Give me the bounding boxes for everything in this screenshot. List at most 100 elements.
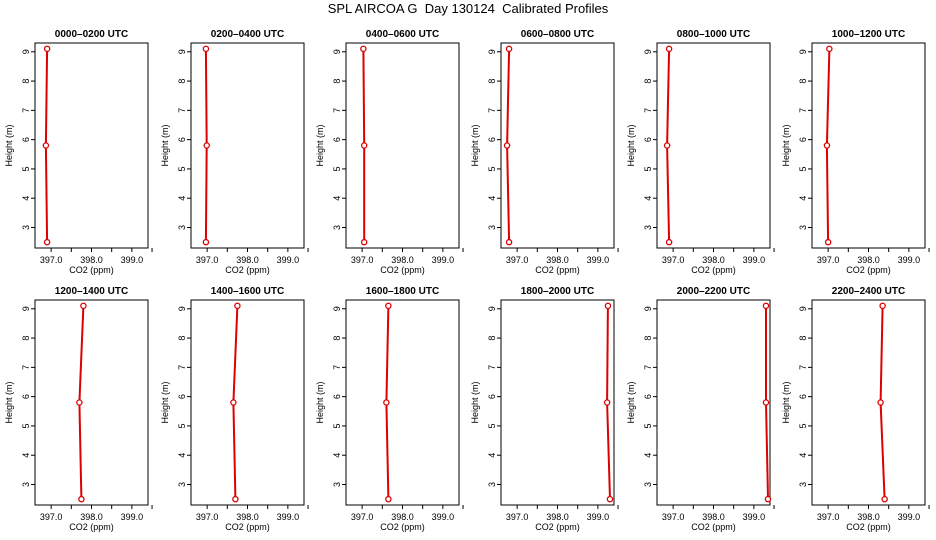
data-point xyxy=(202,238,210,246)
data-point xyxy=(43,238,51,246)
x-tick-label: 399.0 xyxy=(121,512,144,522)
data-point xyxy=(603,399,611,406)
y-tick-label: 6 xyxy=(487,394,497,399)
x-tick-label: 399.0 xyxy=(121,255,144,265)
panel-title: 2200–2400 UTC xyxy=(832,286,905,297)
y-tick-label: 8 xyxy=(643,336,653,341)
data-point xyxy=(665,45,673,53)
y-tick-label: 5 xyxy=(21,166,31,171)
data-point xyxy=(42,142,50,149)
x-tick-label: 397.0 xyxy=(662,512,685,522)
y-axis-label: Height (m) xyxy=(160,381,170,423)
data-point xyxy=(203,142,210,149)
y-tick-label: 9 xyxy=(487,306,497,311)
x-tick-label: 397.0 xyxy=(351,512,374,522)
data-point xyxy=(385,302,392,310)
x-tick-label: 397.0 xyxy=(662,255,685,265)
data-point xyxy=(505,45,513,53)
panel-title: 0400–0600 UTC xyxy=(366,29,439,40)
x-tick-label: 397.0 xyxy=(40,512,63,522)
x-tick-label: 397.0 xyxy=(196,512,219,522)
y-axis-label: Height (m) xyxy=(470,124,480,166)
y-tick-label: 9 xyxy=(177,306,187,311)
y-tick-label: 4 xyxy=(21,196,31,201)
y-tick-label: 7 xyxy=(643,108,653,113)
x-axis-label: CO2 (ppm) xyxy=(225,522,270,532)
data-point xyxy=(80,302,87,310)
y-tick-label: 4 xyxy=(643,196,653,201)
data-point xyxy=(881,495,888,503)
x-tick-label: 399.0 xyxy=(743,512,766,522)
y-axis-label: Height (m) xyxy=(315,124,325,166)
y-tick-label: 8 xyxy=(21,336,31,341)
panel-title: 2000–2200 UTC xyxy=(677,286,750,297)
x-tick-label: 398.0 xyxy=(391,512,414,522)
x-tick-label: 399.0 xyxy=(432,512,455,522)
y-tick-label: 3 xyxy=(332,482,342,487)
y-tick-label: 5 xyxy=(798,423,808,428)
y-axis-label: Height (m) xyxy=(4,381,14,423)
y-tick-label: 8 xyxy=(332,79,342,84)
y-tick-label: 4 xyxy=(177,453,187,458)
x-axis-label: CO2 (ppm) xyxy=(691,522,736,532)
y-tick-label: 5 xyxy=(177,423,187,428)
x-tick-label: 399.0 xyxy=(587,512,610,522)
y-axis-label: Height (m) xyxy=(626,124,636,166)
panel-title: 0000–0200 UTC xyxy=(55,29,128,40)
y-tick-label: 7 xyxy=(332,108,342,113)
profile-panel: 1000–1200 UTC 397.0 398.0 399.0 3 4 5 6 7 8 9 CO2 (… xyxy=(781,29,930,275)
y-tick-label: 7 xyxy=(177,365,187,370)
y-tick-label: 4 xyxy=(487,453,497,458)
plot-frame xyxy=(345,299,460,506)
y-tick-label: 6 xyxy=(643,137,653,142)
y-axis-label: Height (m) xyxy=(781,381,791,423)
y-tick-label: 6 xyxy=(643,394,653,399)
plot-frame xyxy=(656,299,771,506)
data-point xyxy=(76,399,83,406)
y-tick-label: 3 xyxy=(177,225,187,230)
x-tick-label: 399.0 xyxy=(277,255,300,265)
x-tick-label: 397.0 xyxy=(196,255,219,265)
y-tick-label: 5 xyxy=(643,423,653,428)
plot-frame xyxy=(190,299,305,506)
y-tick-label: 9 xyxy=(21,49,31,54)
y-tick-label: 3 xyxy=(21,482,31,487)
x-tick-label: 397.0 xyxy=(506,512,529,522)
data-point xyxy=(230,399,237,406)
y-tick-label: 4 xyxy=(21,453,31,458)
y-axis-label: Height (m) xyxy=(781,124,791,166)
profile-panel: 1200–1400 UTC 397.0 398.0 399.0 3 4 5 6 7 8 9 CO2 (… xyxy=(4,286,153,532)
plot-frame xyxy=(811,299,926,506)
data-point xyxy=(78,495,85,503)
x-axis-label: CO2 (ppm) xyxy=(380,522,425,532)
y-tick-label: 5 xyxy=(332,423,342,428)
data-point xyxy=(606,495,614,503)
profile-panel: 2000–2200 UTC 397.0 398.0 399.0 3 4 5 6 7 8 9 CO2 (… xyxy=(626,286,775,532)
y-tick-label: 5 xyxy=(487,423,497,428)
y-tick-label: 7 xyxy=(487,108,497,113)
x-tick-label: 399.0 xyxy=(432,255,455,265)
y-tick-label: 8 xyxy=(643,79,653,84)
y-axis-label: Height (m) xyxy=(160,124,170,166)
y-tick-label: 3 xyxy=(21,225,31,230)
data-point xyxy=(232,495,239,503)
data-point xyxy=(43,45,51,53)
x-axis-label: CO2 (ppm) xyxy=(69,522,114,532)
x-tick-label: 399.0 xyxy=(898,512,921,522)
panel-title: 1600–1800 UTC xyxy=(366,286,439,297)
y-tick-label: 3 xyxy=(643,225,653,230)
y-tick-label: 7 xyxy=(177,108,187,113)
y-tick-label: 6 xyxy=(332,394,342,399)
x-axis-label: CO2 (ppm) xyxy=(225,265,270,275)
plot-frame xyxy=(34,42,149,249)
x-tick-label: 398.0 xyxy=(546,255,569,265)
y-tick-label: 6 xyxy=(21,394,31,399)
data-point xyxy=(360,45,367,53)
x-axis-label: CO2 (ppm) xyxy=(69,265,114,275)
y-tick-label: 3 xyxy=(177,482,187,487)
x-tick-label: 397.0 xyxy=(817,255,840,265)
plot-frame xyxy=(500,42,615,249)
y-tick-label: 7 xyxy=(332,365,342,370)
y-tick-label: 4 xyxy=(643,453,653,458)
